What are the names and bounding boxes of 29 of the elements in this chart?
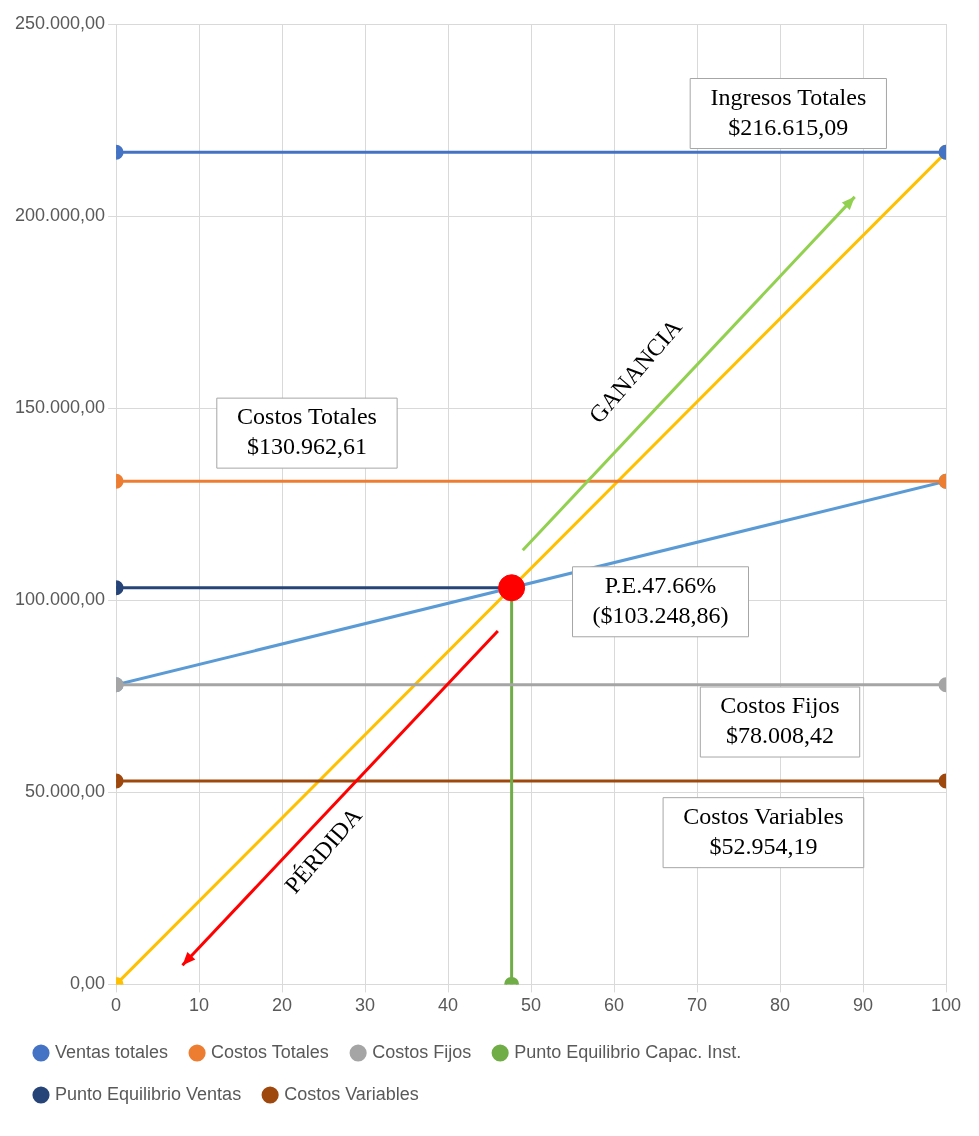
x-tick-label: 40 <box>438 995 459 1016</box>
x-tick-label: 10 <box>189 995 210 1016</box>
annotation: Ingresos Totales $216.615,09 <box>710 83 867 140</box>
x-tick-label: 50 <box>521 995 542 1016</box>
legend-label: Punto Equilibrio Capac. Inst. <box>514 1041 742 1062</box>
x-tick-label: 80 <box>770 995 791 1016</box>
point <box>498 574 526 602</box>
annotation: Costos Totales $130.962,61 <box>237 403 377 460</box>
x-tick-label: 30 <box>355 995 376 1016</box>
y-tick-label: 150.000,00 <box>14 397 106 418</box>
annotation: Costos Variables $52.954,19 <box>683 802 844 859</box>
legend-label: Costos Variables <box>284 1083 419 1104</box>
y-tick-label: 0,00 <box>70 973 106 994</box>
annotation: Costos Fijos $78.008,42 <box>720 692 840 749</box>
y-tick-label: 50.000,00 <box>25 781 106 802</box>
legend-label: Ventas totales <box>55 1041 169 1062</box>
x-tick-label: 100 <box>930 995 962 1016</box>
x-tick-label: 0 <box>111 995 122 1016</box>
legend-label: Costos Fijos <box>372 1041 472 1062</box>
x-tick-label: 70 <box>687 995 708 1016</box>
legend-label: Punto Equilibrio Ventas <box>55 1083 242 1104</box>
y-tick-label: 200.000,00 <box>14 205 106 226</box>
x-tick-label: 90 <box>852 995 874 1016</box>
legend-label: Costos Totales <box>211 1041 329 1062</box>
annotation: P.E.47.66% ($103.248,86) <box>592 572 729 629</box>
y-tick-label: 100.000,00 <box>14 589 106 610</box>
y-tick-label: 250.000,00 <box>14 12 106 33</box>
x-tick-label: 20 <box>272 995 293 1016</box>
x-tick-label: 60 <box>604 995 625 1016</box>
